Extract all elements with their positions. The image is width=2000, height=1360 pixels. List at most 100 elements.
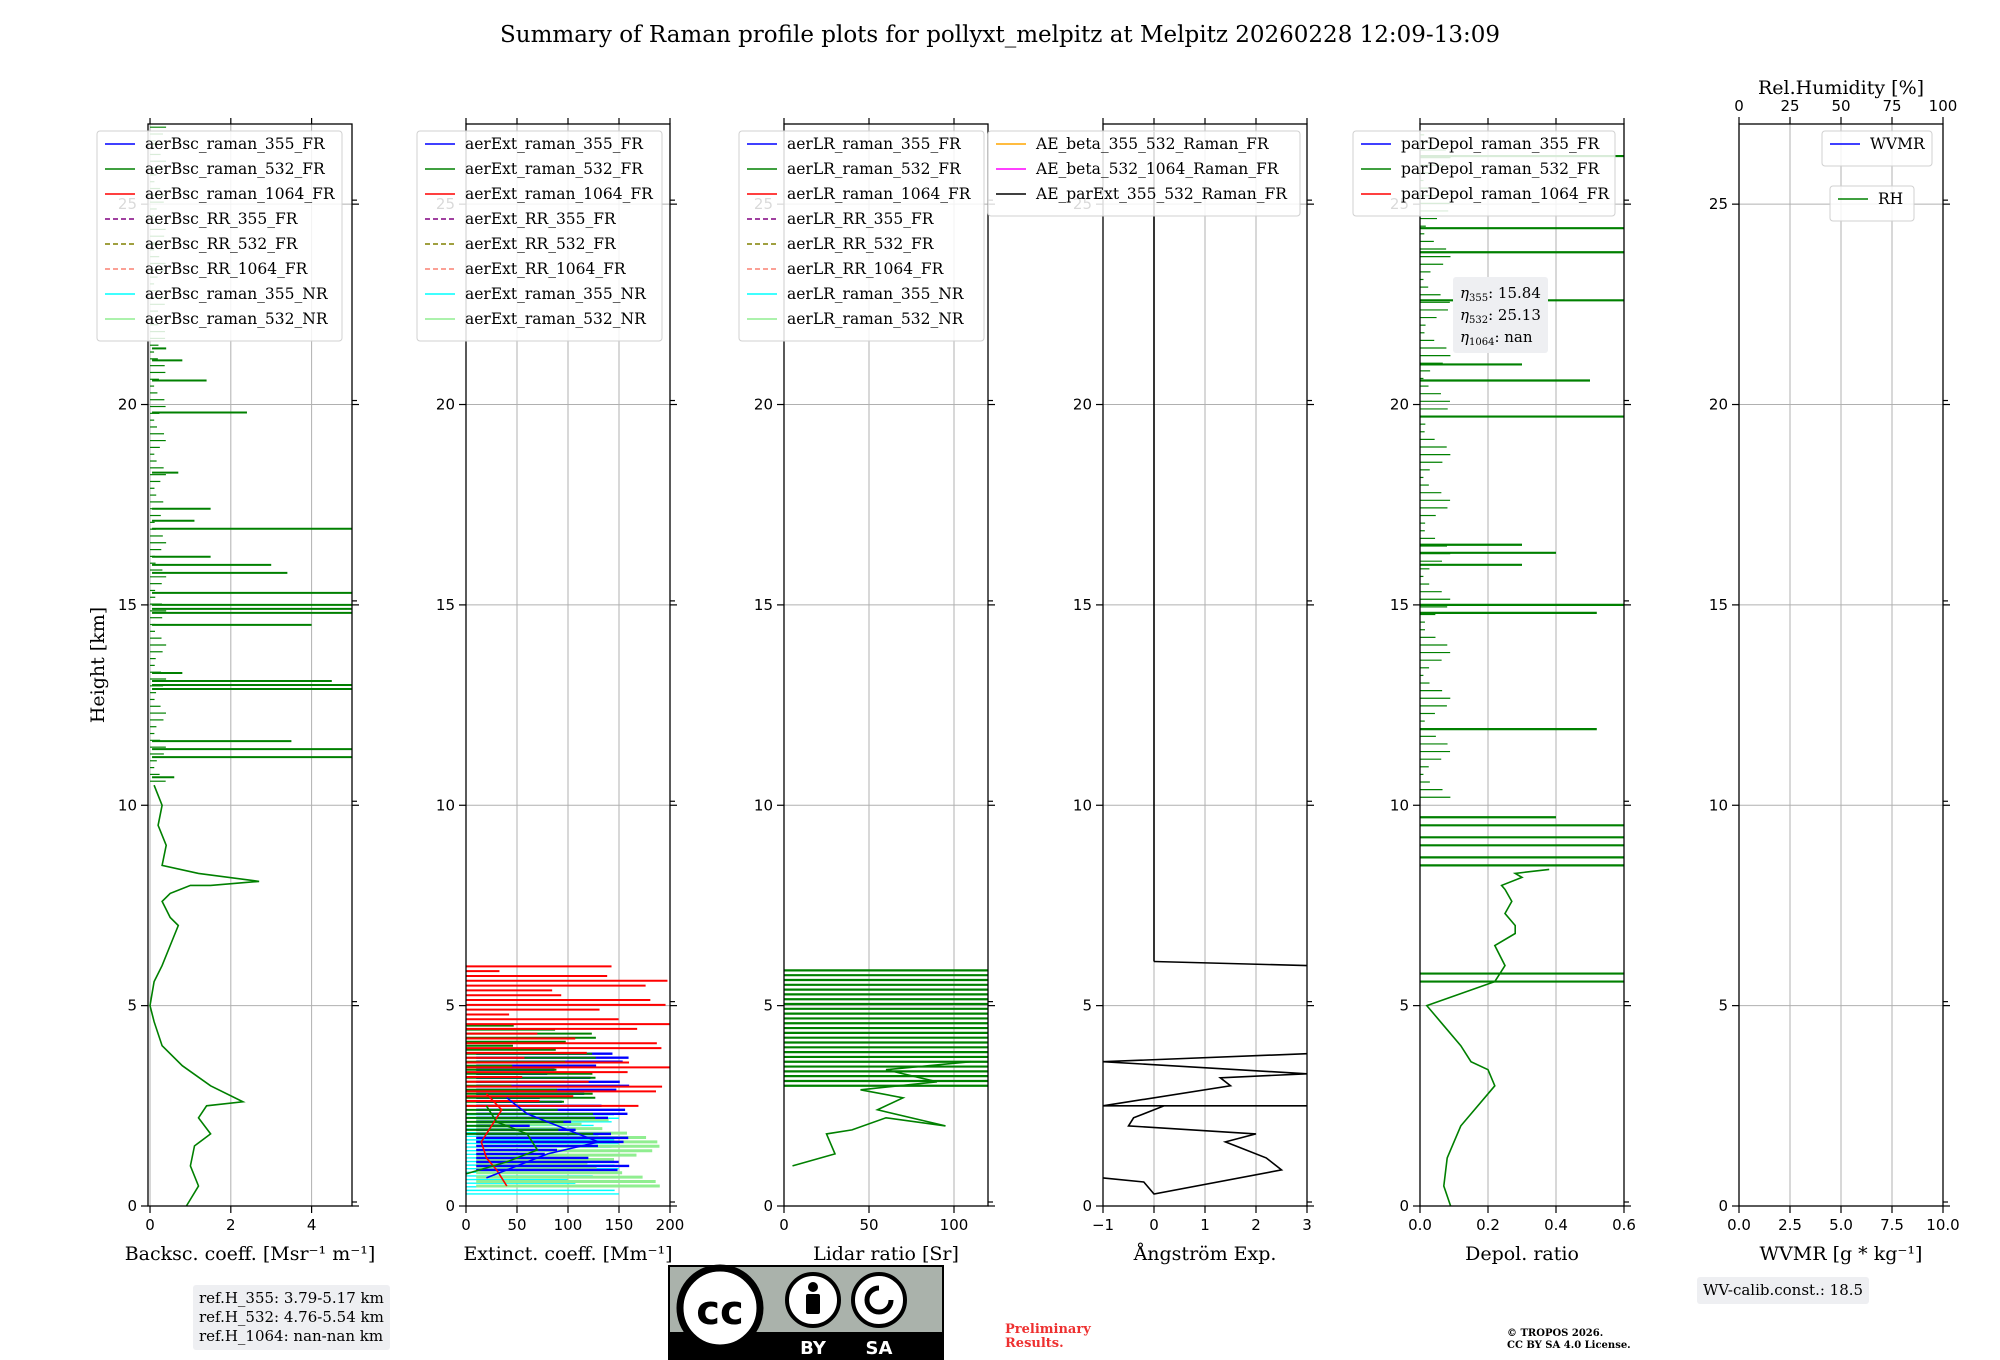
x-tick-label: 0.0 [1408, 1216, 1432, 1234]
x-tick-label: 100 [940, 1216, 969, 1234]
legend-entry: aerExt_RR_355_FR [465, 210, 617, 228]
y-tick-label: 5 [1082, 997, 1092, 1015]
sa-label: SA [866, 1338, 893, 1359]
legend-entry: AE_parExt_355_532_Raman_FR [1035, 185, 1288, 203]
legend-entry: aerLR_RR_355_FR [787, 210, 935, 228]
legend-entry: aerBsc_RR_1064_FR [145, 260, 309, 278]
top-axis-label: Rel.Humidity [%] [1758, 77, 1924, 99]
legend-entry: aerBsc_RR_532_FR [145, 235, 299, 253]
eta-box [1453, 277, 1548, 353]
legend-entry: aerExt_raman_532_NR [465, 310, 647, 328]
x-tick-label: 0.0 [1727, 1216, 1751, 1234]
x-tick-label: 3 [1302, 1216, 1312, 1234]
legend-entry: RH [1878, 190, 1903, 208]
lr-532-line [792, 1060, 972, 1167]
x-tick-label: 0.2 [1476, 1216, 1500, 1234]
y-tick-label: 10 [1073, 796, 1092, 814]
x-tick-label: 5.0 [1829, 1216, 1853, 1234]
axes-lidar_ratio: 0510152025050100Lidar ratio [Sr] [754, 118, 995, 1265]
x-tick-label: 2 [1251, 1216, 1261, 1234]
y-tick-label: 10 [1709, 796, 1728, 814]
legend-entry: aerLR_RR_1064_FR [787, 260, 945, 278]
copyright-line-1: © TROPOS 2026. [1507, 1328, 1604, 1339]
x-axis-label: Lidar ratio [Sr] [813, 1243, 959, 1265]
y-tick-label: 0 [445, 1197, 455, 1215]
bsc-532-line [149, 784, 260, 1207]
figure-title: Summary of Raman profile plots for polly… [500, 22, 1500, 48]
series-aerExt [465, 965, 670, 1195]
series-AE [1102, 132, 1308, 1195]
y-tick-label: 20 [754, 396, 773, 414]
y-tick-label: 15 [436, 596, 455, 614]
x-tick-label: 0 [461, 1216, 471, 1234]
y-tick-label: 0 [763, 1197, 773, 1215]
legend-frame [987, 130, 1301, 217]
x-tick-label: 2.5 [1778, 1216, 1802, 1234]
sa-arrow-icon [864, 1285, 894, 1315]
y-tick-label: 5 [127, 997, 137, 1015]
ext-355-line [486, 1097, 602, 1179]
legend-entry: aerExt_raman_355_NR [465, 285, 647, 303]
y-tick-label: 10 [436, 796, 455, 814]
x-tick-label: 4 [307, 1216, 317, 1234]
legend-entry: aerLR_raman_355_NR [787, 285, 965, 303]
legend-entry: parDepol_raman_532_FR [1401, 160, 1601, 178]
y-axis-label: Height [km] [87, 607, 109, 723]
legend-entry: aerExt_raman_1064_FR [465, 185, 654, 203]
legend-entry: aerBsc_raman_532_FR [145, 160, 326, 178]
x-tick-label: 0 [779, 1216, 789, 1234]
legend-frame [1829, 185, 1915, 222]
x-tick-label: 150 [605, 1216, 634, 1234]
legend-frame [1352, 130, 1616, 217]
legend-entry: aerExt_raman_532_FR [465, 160, 644, 178]
y-tick-label: 5 [763, 997, 773, 1015]
legend-frame [738, 130, 985, 342]
x-tick-label: 1 [1200, 1216, 1210, 1234]
x-tick-label: 10.0 [1926, 1216, 1959, 1234]
top-tick-label: 75 [1882, 97, 1901, 115]
y-tick-label: 0 [127, 1197, 137, 1215]
x-tick-label: 0.4 [1544, 1216, 1568, 1234]
ref-height-1064: ref.H_1064: nan-nan km [199, 1327, 384, 1345]
y-tick-label: 5 [1399, 997, 1409, 1015]
legend-entry: AE_beta_532_1064_Raman_FR [1035, 160, 1280, 178]
legend-frame [1821, 130, 1933, 167]
y-tick-label: 0 [1082, 1197, 1092, 1215]
ae-step [1153, 960, 1308, 967]
top-tick-label: 0 [1734, 97, 1744, 115]
y-tick-label: 10 [118, 796, 137, 814]
y-tick-label: 0 [1399, 1197, 1409, 1215]
panel-water_vapor [1738, 124, 1944, 1207]
legend-entry: aerLR_raman_355_FR [787, 135, 962, 153]
y-tick-label: 20 [1709, 396, 1728, 414]
axes-backscatter: 0510152025024Backsc. coeff. [Msr⁻¹ m⁻¹] [118, 118, 375, 1265]
legend-entry: WVMR [1870, 135, 1926, 153]
panel-angstrom [1102, 124, 1308, 1207]
x-axis-label: Extinct. coeff. [Mm⁻¹] [463, 1243, 672, 1265]
x-tick-label: 7.5 [1880, 1216, 1904, 1234]
x-axis-label: Ångström Exp. [1133, 1243, 1277, 1265]
y-tick-label: 15 [1073, 596, 1092, 614]
legend-extinction: aerExt_raman_355_FR aerExt_raman_532_FRae… [416, 130, 663, 342]
y-tick-label: 15 [754, 596, 773, 614]
cc-logo-text: cc [696, 1288, 743, 1334]
legend-entry: aerBsc_RR_355_FR [145, 210, 299, 228]
legend-lidar-ratio: aerLR_raman_355_FR aerLR_raman_532_FR aerL… [738, 130, 985, 342]
x-tick-label: 100 [554, 1216, 583, 1234]
legend-depol: parDepol_raman_355_FR parDepol_raman_532_… [1352, 130, 1616, 217]
axes-extinction: 0510152025050100150200Extinct. coeff. [M… [436, 118, 684, 1265]
series-aerLR-532 [784, 969, 988, 1167]
legend-backscatter: aerBsc_raman_355_FR aerBsc_raman_532_FRae… [96, 130, 343, 342]
plot-frame [1419, 123, 1625, 1207]
legend-entry: aerExt_RR_1064_FR [465, 260, 627, 278]
x-tick-label: 200 [656, 1216, 685, 1234]
plot-frame [147, 123, 353, 1207]
top-axis-rh: 0 25 50 75 100 Rel.Humidity [%] [1734, 77, 1957, 124]
y-tick-label: 10 [754, 796, 773, 814]
ae-parExt-line [1102, 1052, 1308, 1195]
y-tick-label: 15 [118, 596, 137, 614]
